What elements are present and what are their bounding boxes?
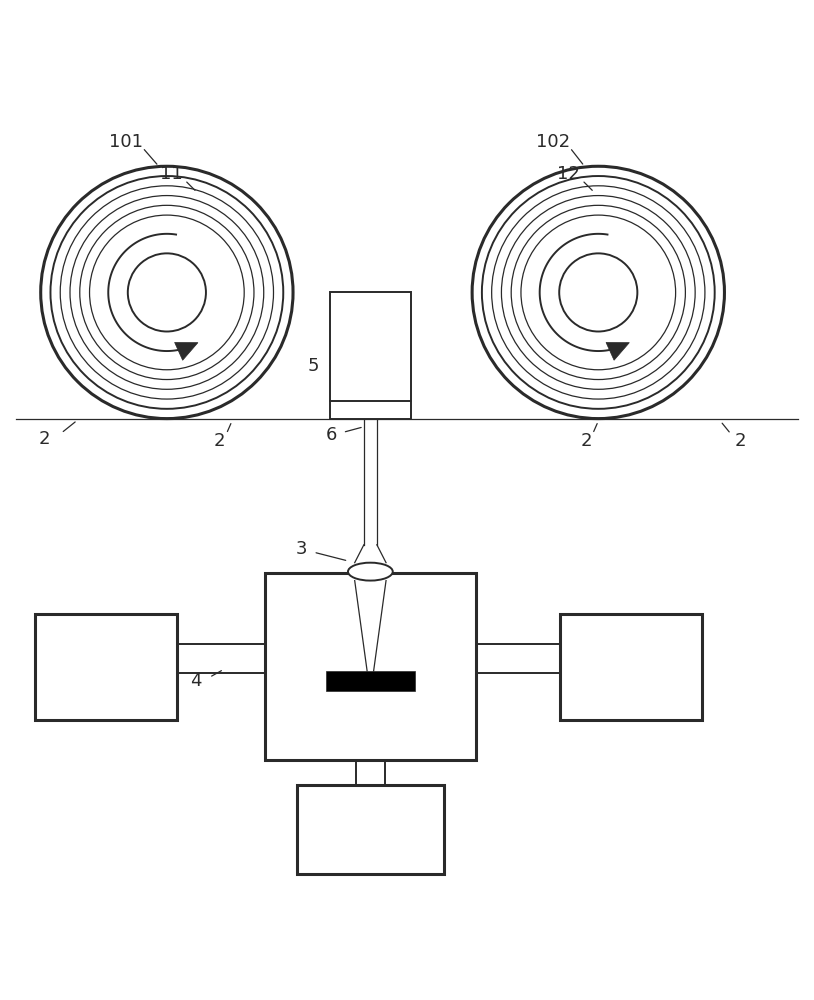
Text: 102: 102 [536, 133, 571, 151]
Text: 6: 6 [326, 426, 337, 444]
Text: 5: 5 [308, 357, 319, 375]
Polygon shape [175, 342, 198, 360]
Bar [34, 614, 177, 720]
Text: 2: 2 [580, 432, 592, 450]
Bar [326, 671, 415, 691]
Circle shape [469, 163, 728, 422]
Circle shape [37, 163, 296, 422]
Ellipse shape [348, 563, 393, 581]
Text: 101: 101 [109, 133, 143, 151]
Polygon shape [606, 342, 629, 360]
Text: 2: 2 [735, 432, 746, 450]
Text: 61: 61 [326, 621, 349, 639]
Bar [265, 573, 476, 760]
Text: 3: 3 [295, 540, 307, 558]
Bar [560, 614, 702, 720]
Text: 11: 11 [160, 165, 182, 183]
Text: 2: 2 [214, 432, 225, 450]
Text: 1: 1 [625, 658, 637, 676]
Bar [297, 785, 444, 874]
Text: 9: 9 [365, 821, 376, 839]
Bar [330, 292, 411, 419]
Text: 4: 4 [190, 672, 201, 690]
Text: 7: 7 [361, 621, 372, 639]
Circle shape [128, 253, 206, 332]
Text: 2: 2 [39, 430, 50, 448]
Text: 12: 12 [557, 165, 580, 183]
Circle shape [559, 253, 637, 332]
Text: 8: 8 [100, 658, 112, 676]
